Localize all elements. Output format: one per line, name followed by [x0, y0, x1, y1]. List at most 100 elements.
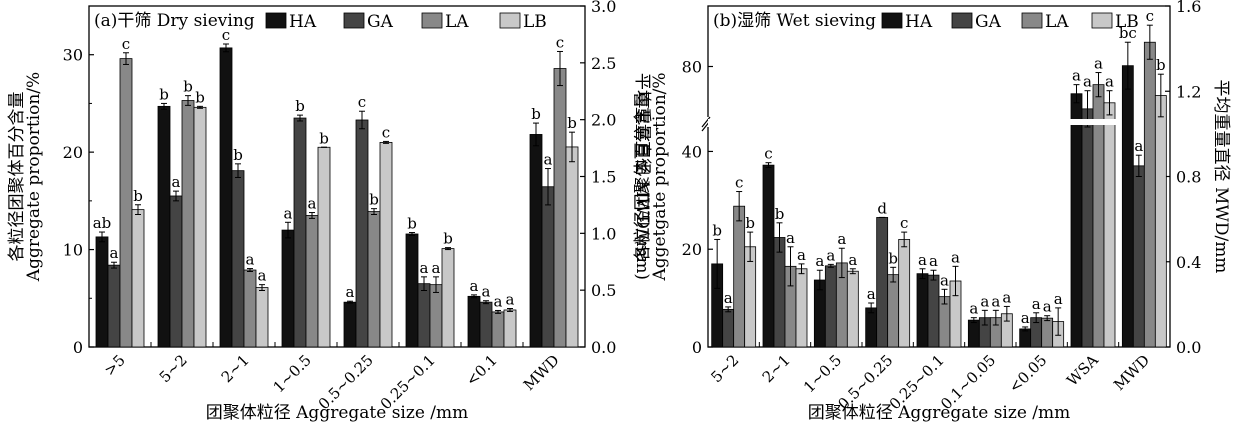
y2-tick-label: 1.6 [1176, 0, 1201, 16]
legend-label: GA [975, 12, 1002, 32]
y2-tick-label: 1.5 [591, 168, 616, 187]
significance-label: b [567, 114, 577, 132]
significance-label: a [284, 204, 293, 222]
significance-label: a [867, 285, 876, 303]
y2-tick-label: 2.0 [591, 111, 616, 130]
bar-ga [231, 170, 245, 348]
y2-tick-label: 1.2 [1176, 82, 1201, 101]
significance-label: a [951, 248, 960, 266]
bar-lb [503, 309, 517, 348]
significance-label: a [258, 267, 267, 285]
legend-swatch-la [1021, 12, 1043, 29]
significance-label: a [308, 195, 317, 213]
y2-tick-label: 0.0 [1176, 338, 1201, 357]
bar-la [181, 100, 195, 348]
bar-lb [898, 239, 911, 348]
y2-tick-label: 0.4 [1176, 253, 1201, 272]
y2-tick-label: 2.5 [591, 54, 616, 73]
significance-label: b [319, 129, 329, 147]
significance-label: a [432, 259, 441, 277]
bar-ha [219, 47, 233, 348]
legend-swatch-ga [951, 12, 973, 29]
significance-label: c [735, 174, 743, 192]
bar-ga [1081, 108, 1094, 348]
bar-la [553, 68, 567, 348]
bar-la [887, 274, 900, 348]
significance-label: a [940, 271, 949, 289]
bar-ha [529, 134, 543, 348]
y2-tick-label: 3.0 [591, 0, 616, 16]
bar-lb [846, 270, 859, 348]
significance-label: a [1083, 73, 1092, 91]
axis-break-gap [708, 119, 711, 125]
significance-label: a [1094, 55, 1103, 73]
bar-lb [193, 106, 207, 348]
bar-ha [865, 307, 878, 348]
y-tick-label: 20 [682, 240, 702, 259]
significance-label: a [1072, 67, 1081, 85]
significance-label: a [1054, 290, 1063, 308]
significance-label: c [382, 123, 390, 141]
significance-label: c [1146, 7, 1154, 25]
significance-label: a [848, 251, 857, 269]
significance-label: a [918, 251, 927, 269]
legend-label: LB [1115, 12, 1139, 32]
bar-break-gap [1069, 119, 1117, 125]
bar-lb [795, 268, 808, 348]
significance-label: d [877, 199, 887, 217]
bar-ha [405, 233, 419, 348]
significance-label: a [837, 230, 846, 248]
bar-la [243, 269, 257, 348]
y2-tick-label: 0.0 [591, 338, 616, 357]
significance-label: a [1002, 288, 1011, 306]
legend-label: HA [905, 12, 933, 32]
bar-ha [157, 105, 171, 348]
legend-swatch-ha [265, 12, 287, 29]
bar-lb [131, 209, 145, 348]
x-tick-label: 5~2 [156, 351, 191, 386]
significance-label: a [346, 283, 355, 301]
panel-dry-sieving: 01020300.00.51.01.52.02.53.0abacb>5babb5… [7, 0, 652, 423]
bar-la [1143, 41, 1156, 348]
significance-label: b [233, 146, 243, 164]
y2-tick-label: 0.8 [1176, 168, 1201, 187]
significance-label: b [159, 85, 169, 103]
bar-ga [293, 117, 307, 348]
significance-label: a [246, 251, 255, 269]
x-tick-label: <0.1 [462, 351, 500, 389]
significance-label: c [900, 214, 908, 232]
x-tick-label: 2~1 [218, 351, 253, 386]
bar-la [367, 211, 381, 348]
significance-label: a [826, 246, 835, 264]
bar-ha [95, 236, 109, 348]
legend-label: GA [367, 12, 394, 32]
y-axis-title-cn: 各粒径团聚体百分含量 [633, 92, 653, 262]
bar-la [119, 58, 133, 348]
bar-ha [1019, 328, 1032, 348]
significance-label: a [786, 229, 795, 247]
significance-label: b [407, 215, 417, 233]
significance-label: a [470, 277, 479, 295]
bar-ga [1132, 165, 1145, 348]
bar-lb [379, 141, 393, 348]
bar-la [491, 311, 505, 348]
y-tick-label: 30 [63, 46, 83, 65]
significance-label: a [969, 300, 978, 318]
panel-title: (a)干筛 Dry sieving [94, 11, 255, 31]
axis-break-slash [701, 116, 711, 128]
significance-label: a [1021, 309, 1030, 327]
bar-ga [169, 195, 183, 348]
y2-axis-title: 平均重量直径 MWD/(mm) [632, 73, 652, 280]
legend-label: LB [523, 12, 547, 32]
significance-label: c [556, 33, 564, 51]
significance-label: b [195, 88, 205, 106]
bar-lb [1154, 95, 1167, 348]
significance-label: a [506, 291, 515, 309]
y2-axis-title: 平均重量直径 MWD/mm [1211, 80, 1231, 274]
significance-label: a [1134, 137, 1143, 155]
significance-label: bc [1119, 24, 1137, 42]
y-tick-label: 80 [682, 58, 702, 77]
bar-ga [541, 186, 555, 348]
